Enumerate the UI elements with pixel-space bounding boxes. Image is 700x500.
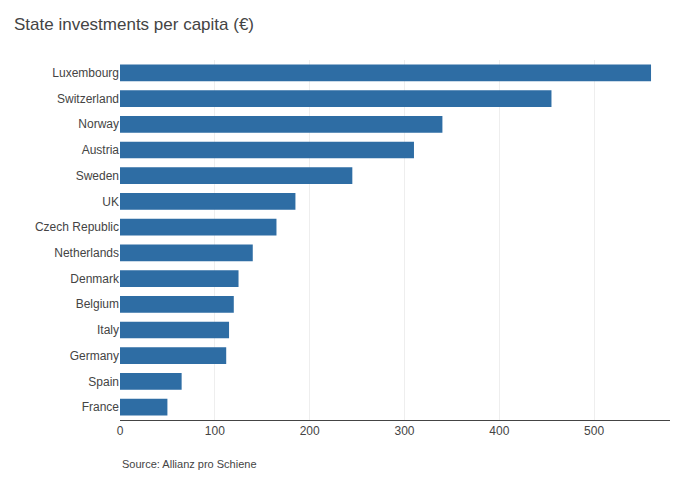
svg-text:Luxembourg: Luxembourg [52, 66, 119, 80]
svg-text:300: 300 [394, 424, 414, 438]
svg-text:Sweden: Sweden [76, 169, 119, 183]
svg-text:France: France [82, 400, 120, 414]
svg-text:0: 0 [117, 424, 124, 438]
svg-text:Austria: Austria [82, 143, 120, 157]
svg-text:Source: Allianz pro Schiene: Source: Allianz pro Schiene [122, 458, 257, 470]
svg-text:Czech Republic: Czech Republic [35, 220, 119, 234]
svg-text:200: 200 [300, 424, 320, 438]
svg-text:Switzerland: Switzerland [57, 92, 119, 106]
svg-text:Belgium: Belgium [76, 297, 119, 311]
svg-text:Germany: Germany [70, 349, 119, 363]
svg-text:Denmark: Denmark [70, 272, 120, 286]
svg-text:100: 100 [205, 424, 225, 438]
svg-text:Spain: Spain [88, 375, 119, 389]
svg-text:State investments per capita (: State investments per capita (€) [14, 15, 254, 34]
svg-text:400: 400 [489, 424, 509, 438]
svg-text:Norway: Norway [78, 117, 119, 131]
svg-text:Italy: Italy [97, 323, 119, 337]
svg-text:Netherlands: Netherlands [54, 246, 119, 260]
svg-text:500: 500 [584, 424, 604, 438]
svg-text:UK: UK [102, 195, 119, 209]
